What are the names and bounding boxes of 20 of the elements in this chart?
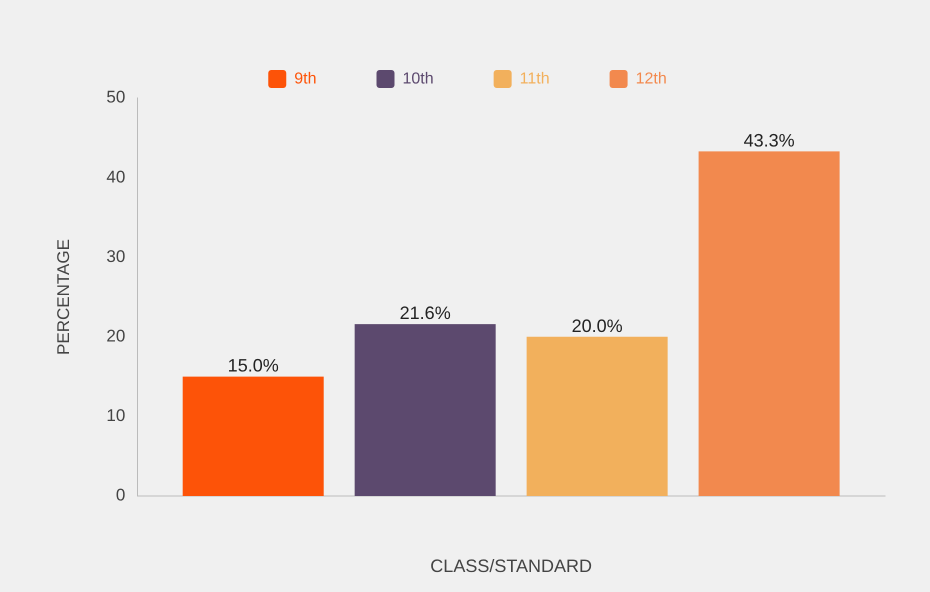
- y-tick-label: 50: [106, 88, 126, 107]
- y-axis-title: PERCENTAGE: [54, 239, 73, 355]
- legend-label: 11th: [520, 70, 550, 88]
- y-tick-label: 20: [106, 326, 126, 346]
- bar: [182, 376, 324, 496]
- y-tick-label: 0: [116, 486, 126, 505]
- data-label: 20.0%: [572, 316, 623, 336]
- x-axis-title: CLASS/STANDARD: [430, 556, 592, 576]
- data-label: 21.6%: [400, 303, 451, 324]
- bar: [526, 336, 668, 496]
- data-label: 15.0%: [228, 356, 279, 376]
- bar: [698, 151, 840, 496]
- legend-label: 10th: [402, 70, 434, 88]
- legend-label: 12th: [636, 70, 667, 88]
- bar: [354, 324, 496, 496]
- y-tick-label: 10: [106, 406, 126, 426]
- data-label: 43.3%: [744, 130, 795, 150]
- y-tick-label: 40: [106, 167, 126, 186]
- legend-label: 9th: [294, 70, 317, 88]
- y-tick-label: 30: [106, 246, 126, 266]
